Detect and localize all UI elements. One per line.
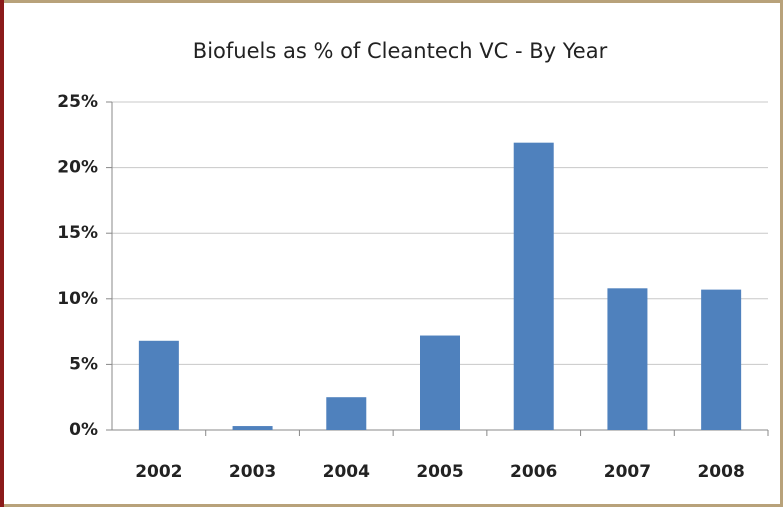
bar [420,335,460,430]
chart-title: Biofuels as % of Cleantech VC - By Year [193,39,608,63]
bar [701,289,742,430]
y-tick-label: 5% [69,354,98,374]
y-tick-label: 0% [69,420,98,440]
x-tick-label: 2003 [229,462,276,482]
x-tick-label: 2005 [416,462,463,482]
y-tick-label: 20% [57,158,98,178]
x-tick-label: 2004 [323,462,370,482]
x-tick-label: 2007 [604,462,651,482]
bar [513,142,554,430]
bar [232,426,273,430]
x-tick-label: 2008 [697,462,744,482]
y-tick-label: 10% [57,289,98,309]
bar [138,340,179,430]
x-tick-label: 2002 [135,462,182,482]
frame-edge [0,0,4,507]
bar [607,288,648,430]
bar [326,397,367,430]
y-tick-label: 15% [57,223,98,243]
y-tick-label: 25% [57,92,98,112]
x-tick-label: 2006 [510,462,557,482]
